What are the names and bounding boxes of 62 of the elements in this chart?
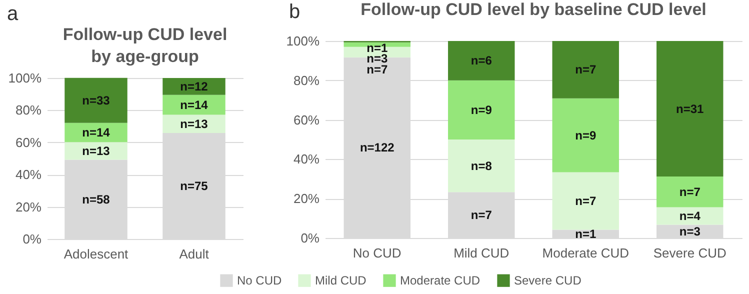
x-tick-label: Adolescent xyxy=(64,246,129,262)
legend-label: Mild CUD xyxy=(315,274,367,288)
y-tick-label: 80% xyxy=(15,102,42,118)
x-tick-label: Severe CUD xyxy=(653,246,726,260)
x-tick-label: Adult xyxy=(179,246,210,262)
annotation: n=122 xyxy=(360,140,395,155)
y-tick-label: 20% xyxy=(293,191,320,206)
annotation: n=12 xyxy=(180,79,208,94)
y-tick-label: 20% xyxy=(15,199,42,214)
y-tick-label: 0% xyxy=(300,230,320,246)
annotation: n=7 xyxy=(575,62,596,77)
legend-label: Severe CUD xyxy=(514,274,582,288)
bar xyxy=(656,176,724,208)
bar xyxy=(162,78,226,95)
annotation: n=7 xyxy=(679,184,701,199)
annotation: n=14 xyxy=(180,98,208,112)
legend-label: Moderate CUD xyxy=(400,274,480,288)
bar xyxy=(64,142,128,160)
annotation: n=7 xyxy=(575,194,596,208)
y-tick-label: 40% xyxy=(293,152,320,167)
annotation: n=14 xyxy=(82,126,110,140)
bar xyxy=(448,80,515,140)
annotation: n=75 xyxy=(180,179,208,194)
bar xyxy=(552,41,619,98)
bar xyxy=(64,78,128,123)
annotation: n=4 xyxy=(679,209,701,224)
annotation: n=8 xyxy=(470,158,492,173)
annotation: n=9 xyxy=(575,128,596,142)
bar xyxy=(448,41,515,80)
chart-title: Follow-up CUD level by age-group xyxy=(62,25,228,66)
bar xyxy=(552,172,619,230)
annotation: n=13 xyxy=(82,144,110,158)
bar xyxy=(656,207,724,225)
annotation: n=31 xyxy=(676,102,704,116)
x-tick-label: Moderate CUD xyxy=(542,246,629,260)
x-tick-label: No CUD xyxy=(352,246,402,260)
annotation: n=33 xyxy=(82,93,110,108)
x-tick-label: Mild CUD xyxy=(454,246,510,260)
bar xyxy=(656,41,724,177)
y-tick-label: 100% xyxy=(286,34,320,48)
bar xyxy=(448,140,515,192)
bar xyxy=(162,94,226,115)
bar xyxy=(64,122,128,142)
text: b xyxy=(289,1,300,23)
bar xyxy=(552,98,619,172)
annotation: n=13 xyxy=(180,116,208,131)
y-tick-label: 40% xyxy=(15,167,42,182)
legend-label: No CUD xyxy=(237,274,282,288)
annotation: n=3 xyxy=(679,224,701,238)
annotation: n=9 xyxy=(470,102,492,117)
text: a xyxy=(7,3,19,25)
annotation: n=6 xyxy=(470,54,492,68)
y-tick-label: 100% xyxy=(8,70,42,86)
annotation: n=7 xyxy=(470,208,492,222)
annotation: n=1 xyxy=(575,226,596,241)
bar xyxy=(162,114,226,134)
y-tick-label: 80% xyxy=(293,72,320,88)
y-tick-label: 0% xyxy=(22,232,42,246)
y-tick-label: 60% xyxy=(15,134,42,150)
chart-title: Follow-up CUD level by baseline CUD level xyxy=(360,0,706,19)
y-tick-label: 60% xyxy=(293,112,320,128)
annotation: n=58 xyxy=(82,192,110,206)
